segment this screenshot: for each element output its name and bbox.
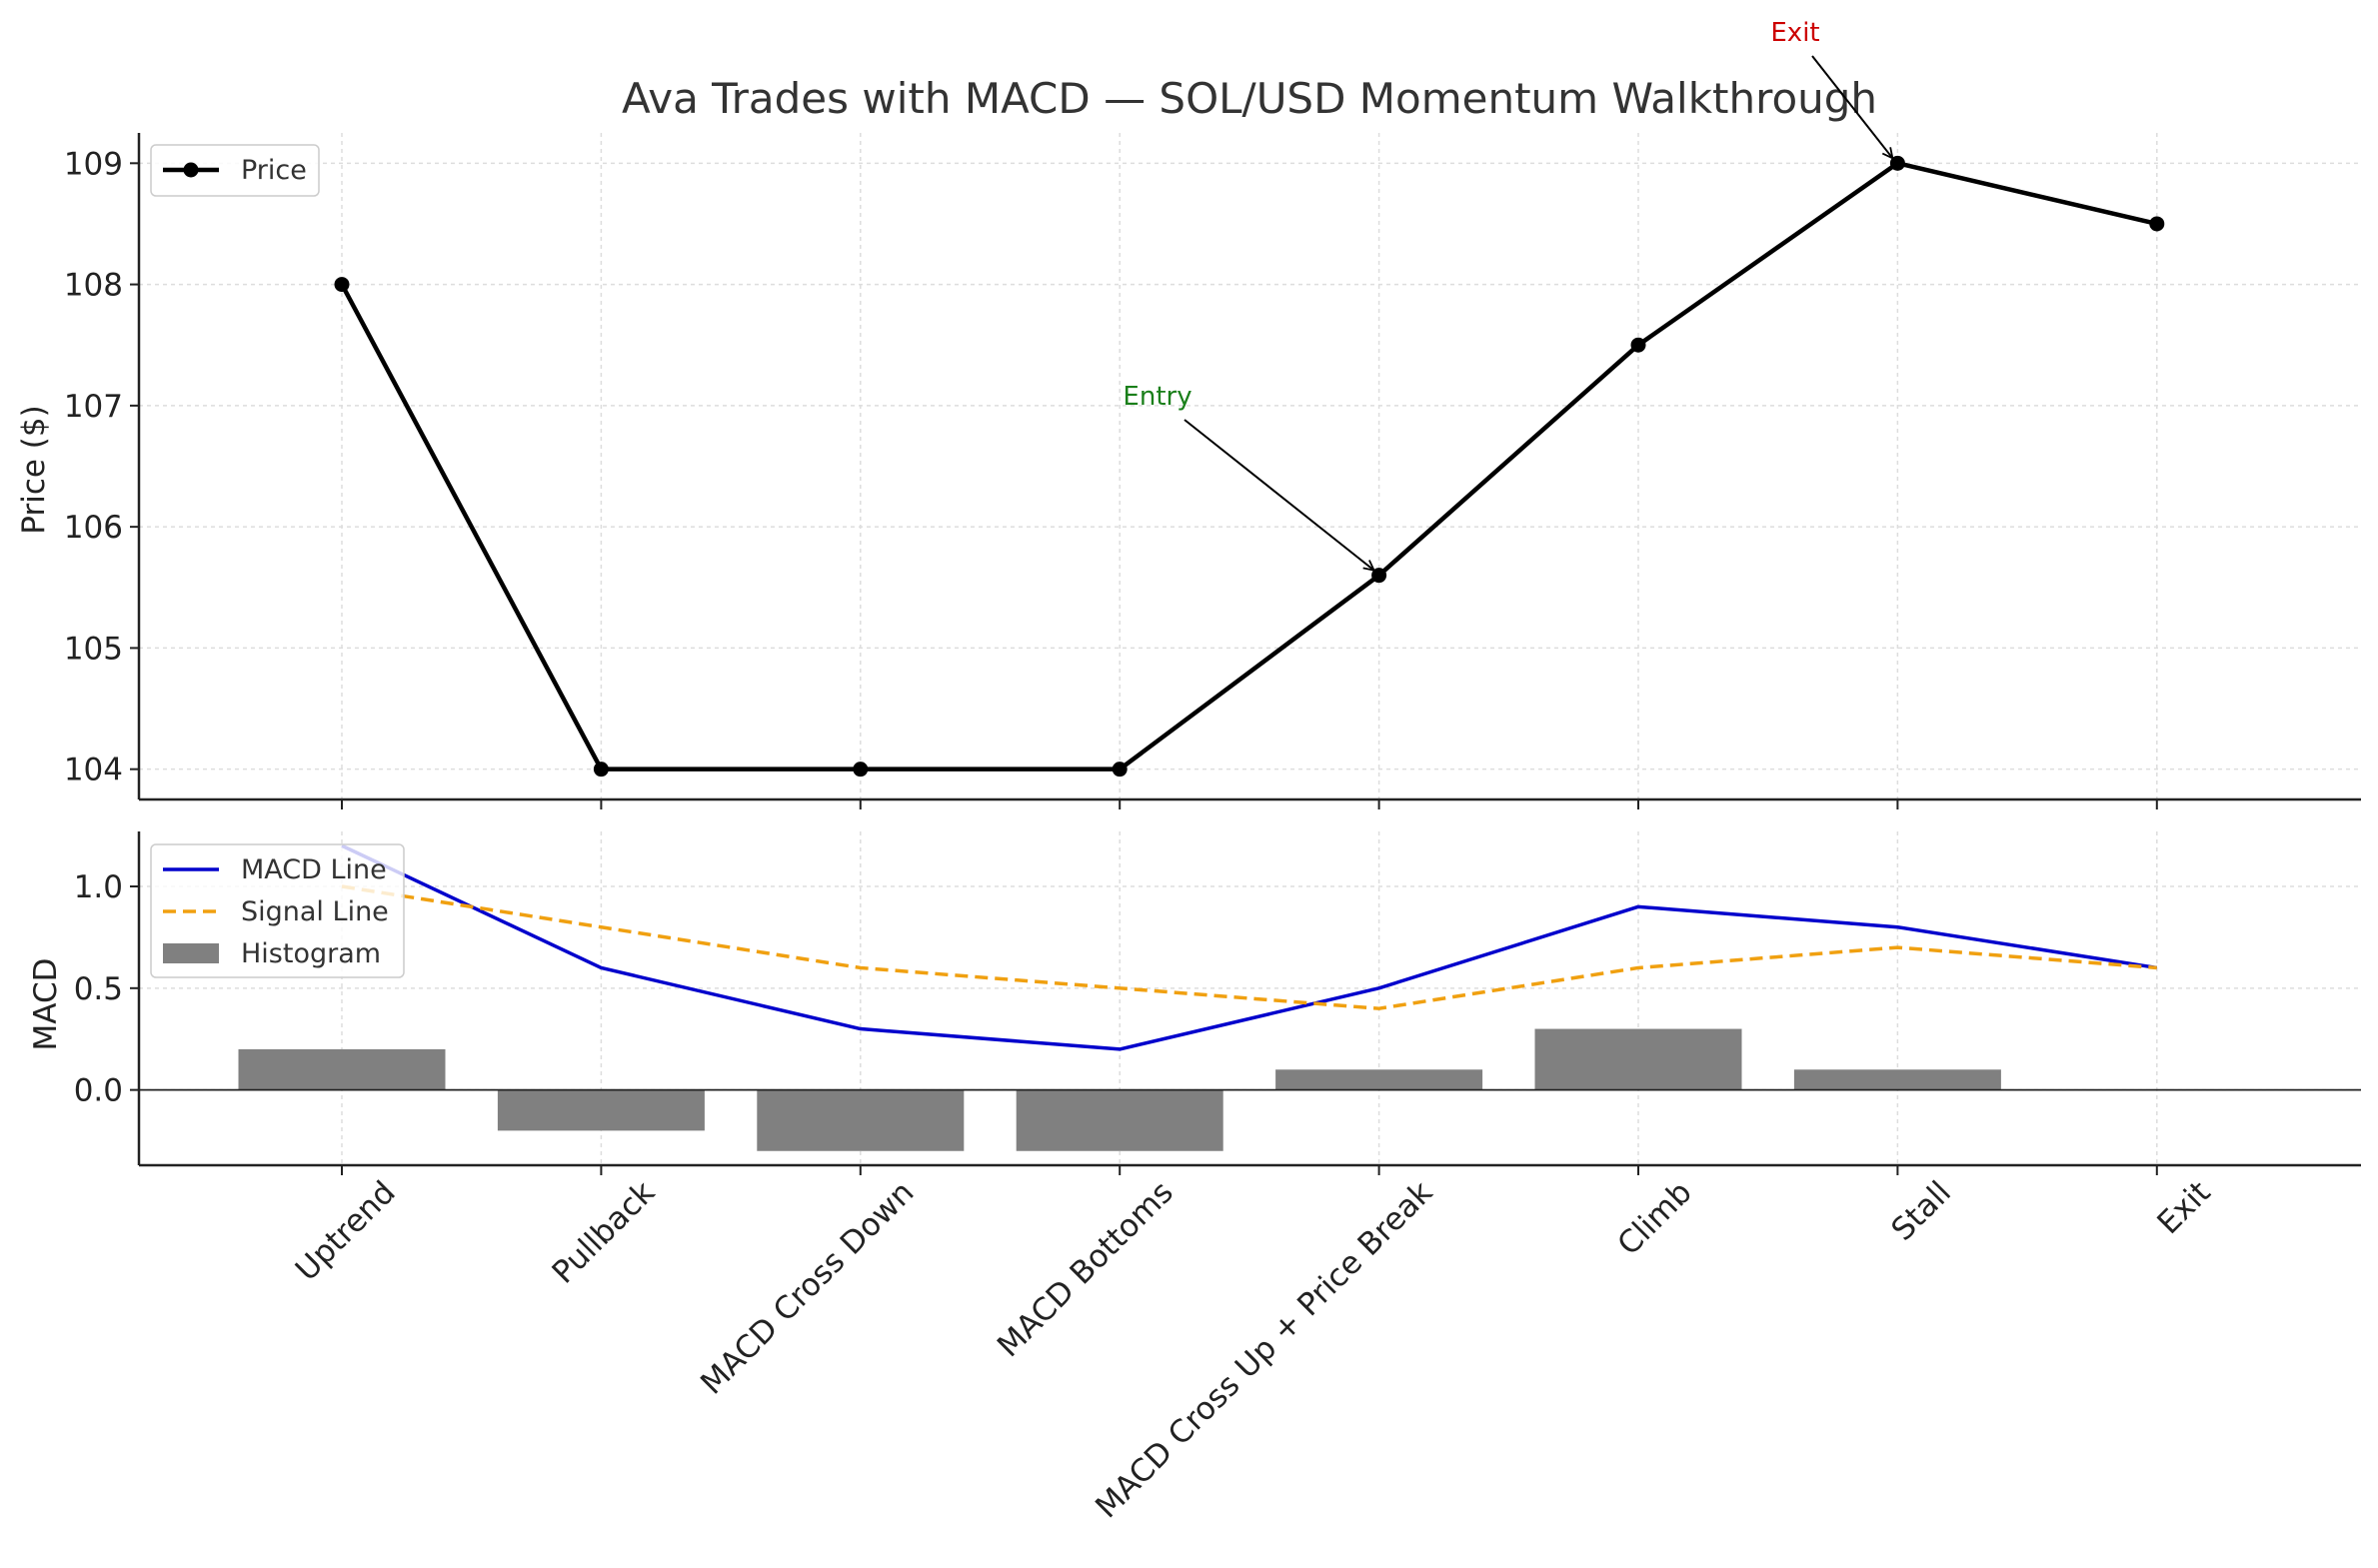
macd-legend-label-histogram: Histogram — [241, 938, 381, 969]
price-grid — [139, 133, 2361, 799]
x-tick-label-exit: Exit — [2150, 1174, 2217, 1241]
annotation-arrow-exit — [1811, 55, 1892, 158]
price-point-exit — [2149, 216, 2165, 232]
macd-axes: 0.0 0.5 1.0 — [74, 831, 2361, 1175]
annotation-label-exit: Exit — [1770, 18, 1819, 48]
macd-lines — [341, 843, 2158, 1051]
macd-y-tick-label: 1.0 — [74, 869, 123, 905]
price-y-tick-label: 106 — [64, 510, 123, 546]
macd-panel: 0.0 0.5 1.0 MACD MACD Line Signal Line Histo… — [28, 831, 2361, 1175]
histogram-bar-pullback — [497, 1089, 705, 1131]
macd-legend-swatch-histogram — [163, 943, 219, 963]
chart-title: Ava Trades with MACD — SOL/USD Momentum … — [622, 74, 1877, 123]
x-tick-label-macd-cross-down: MACD Cross Down — [694, 1174, 921, 1401]
price-axes: 104 105 106 107 108 109 — [64, 133, 2361, 809]
price-marks — [334, 155, 2165, 778]
price-point-pullback — [593, 762, 609, 778]
price-legend-label: Price — [241, 155, 307, 186]
x-axis-category-labels: Uptrend Pullback MACD Cross Down MACD Botto… — [289, 1174, 2218, 1525]
histogram-bar-macd-bottoms — [1016, 1089, 1223, 1151]
macd-series-macd-line — [341, 843, 2158, 1051]
price-legend-swatch-marker — [183, 162, 199, 178]
price-point-stall — [1889, 155, 1905, 171]
histogram-bar-macd-cross-up-price-break — [1275, 1069, 1483, 1090]
annotation-label-entry: Entry — [1123, 382, 1191, 412]
histogram-bar-climb — [1534, 1028, 1742, 1090]
price-legend: Price — [150, 144, 320, 197]
x-tick-label-pullback: Pullback — [546, 1174, 662, 1290]
macd-y-tick-label: 0.5 — [74, 971, 123, 1007]
macd-legend-label-signal-line: Signal Line — [241, 896, 389, 927]
x-tick-label-climb: Climb — [1610, 1174, 1698, 1262]
macd-histogram-bars — [238, 1028, 2001, 1151]
price-annotations: Entry Exit — [1123, 18, 1892, 571]
price-point-macd-cross-down — [853, 762, 869, 778]
price-series-line — [340, 161, 2158, 772]
price-y-tick-label: 105 — [64, 631, 123, 667]
histogram-bar-stall — [1793, 1069, 2001, 1090]
macd-legend: MACD Line Signal Line Histogram — [150, 843, 405, 978]
price-panel: 104 105 106 107 108 109 Price ($) Entry Exit P… — [16, 18, 2361, 809]
macd-series-signal-line — [341, 884, 2157, 1010]
macd-y-tick-label: 0.0 — [74, 1073, 123, 1109]
price-y-tick-label: 107 — [64, 389, 123, 425]
price-point-uptrend — [334, 277, 350, 293]
macd-grid — [139, 831, 2361, 1165]
price-y-tick-label: 109 — [64, 146, 123, 182]
price-y-tick-label: 108 — [64, 268, 123, 304]
macd-y-axis-label: MACD — [28, 958, 64, 1051]
price-legend-box — [150, 144, 320, 197]
annotation-arrow-entry — [1184, 419, 1374, 571]
price-point-climb — [1630, 337, 1646, 353]
x-tick-label-stall: Stall — [1884, 1174, 1958, 1248]
x-tick-label-uptrend: Uptrend — [289, 1174, 403, 1288]
macd-legend-label-macd-line: MACD Line — [241, 854, 387, 885]
price-y-tick-label: 104 — [64, 753, 123, 788]
x-tick-label-macd-bottoms: MACD Bottoms — [991, 1174, 1181, 1364]
histogram-bar-macd-cross-down — [757, 1089, 965, 1151]
price-point-macd-bottoms — [1112, 762, 1128, 778]
price-y-axis-label: Price ($) — [16, 405, 52, 534]
histogram-bar-uptrend — [238, 1048, 446, 1090]
